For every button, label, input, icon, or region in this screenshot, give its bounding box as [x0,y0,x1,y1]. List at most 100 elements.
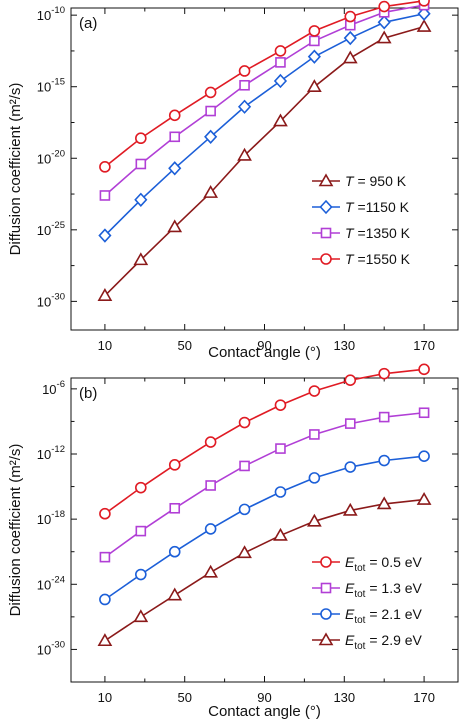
data-point [274,399,287,411]
data-point [308,472,321,484]
x-axis-label: Contact angle (°) [208,344,321,361]
y-tick-label: 10-18 [37,509,65,527]
data-point [99,190,111,201]
data-point [134,192,148,207]
legend-label: Etot = 0.5 eV [345,554,423,574]
x-axis-label: Contact angle (°) [208,703,321,720]
data-point [99,551,111,563]
data-point [204,86,217,99]
series-line [104,25,425,297]
legend-label: Etot = 2.9 eV [345,632,423,652]
data-point [167,219,183,233]
data-point [204,523,217,535]
data-point [97,633,113,647]
y-tick-label: 10-6 [42,379,65,397]
legend-marker [318,173,334,187]
data-point [418,450,430,462]
x-tick-label: 10 [98,338,112,353]
data-point [239,79,250,91]
data-point [274,486,287,498]
legend-marker [320,227,332,239]
data-point [378,454,390,467]
data-point [376,30,392,44]
data-point [203,185,219,198]
y-tick-label: 10-25 [37,220,65,238]
panel-label: (a) [79,15,97,32]
legend-marker [318,632,334,646]
data-point [376,496,392,510]
x-tick-label: 170 [413,338,435,353]
data-point [342,502,358,516]
data-point [169,502,181,514]
x-tick-label: 170 [413,690,435,705]
data-point [237,545,252,559]
x-tick-label: 130 [333,338,355,353]
data-point [308,25,321,37]
legend-label: T =1350 K [345,225,411,241]
series-line [104,0,425,168]
data-point [168,109,181,122]
data-point [97,288,113,301]
y-tick-label: 10-10 [37,5,65,23]
data-point [135,158,147,170]
data-point [418,0,430,7]
series-line [104,455,425,601]
data-point [237,99,252,114]
data-point [344,461,357,473]
panel-label: (b) [79,385,97,402]
legend-marker [320,556,332,568]
data-point [133,252,149,266]
series-line [104,498,425,642]
legend-label: T =1550 K [345,251,411,267]
data-point [418,407,430,419]
data-point [135,481,147,494]
legend-label: Etot = 2.1 eV [345,606,423,626]
y-tick-label: 10-30 [37,291,65,309]
data-point [416,491,432,505]
data-point [275,443,286,454]
x-tick-label: 50 [177,338,191,353]
y-tick-label: 10-12 [37,444,65,462]
y-tick-label: 10-24 [37,574,65,592]
data-point [135,132,147,145]
series-line [104,4,425,197]
data-point [378,0,390,13]
data-point [418,363,430,376]
legend-marker [320,608,332,620]
data-point [274,45,287,57]
data-point [205,105,216,117]
legend-marker [320,582,332,594]
data-point [377,15,391,30]
data-point [306,79,322,93]
data-point [98,228,112,243]
data-point [238,503,251,516]
data-point [167,587,183,601]
series-line [104,12,425,237]
data-point [308,385,321,397]
data-point [238,416,251,429]
y-axis-label: Diffusion coefficient (m²/s) [7,83,24,256]
legend-label: Etot = 1.3 eV [345,580,423,600]
data-point [307,49,321,64]
series-line [104,368,425,515]
data-point [99,507,111,520]
data-point [168,545,181,558]
data-point [416,18,432,32]
data-point [237,147,252,161]
data-point [99,161,111,173]
legend-marker [320,253,332,265]
data-point [168,459,181,471]
data-point [309,429,320,440]
data-point [133,609,149,623]
data-point [306,513,322,527]
data-point [344,374,357,386]
data-point [135,525,147,537]
y-axis-label: Diffusion coefficient (m²/s) [7,444,24,617]
data-point [378,367,390,380]
x-tick-label: 10 [98,690,112,705]
series-line [104,411,425,558]
x-tick-label: 50 [177,690,191,705]
data-point [205,480,216,491]
data-point [204,129,218,144]
